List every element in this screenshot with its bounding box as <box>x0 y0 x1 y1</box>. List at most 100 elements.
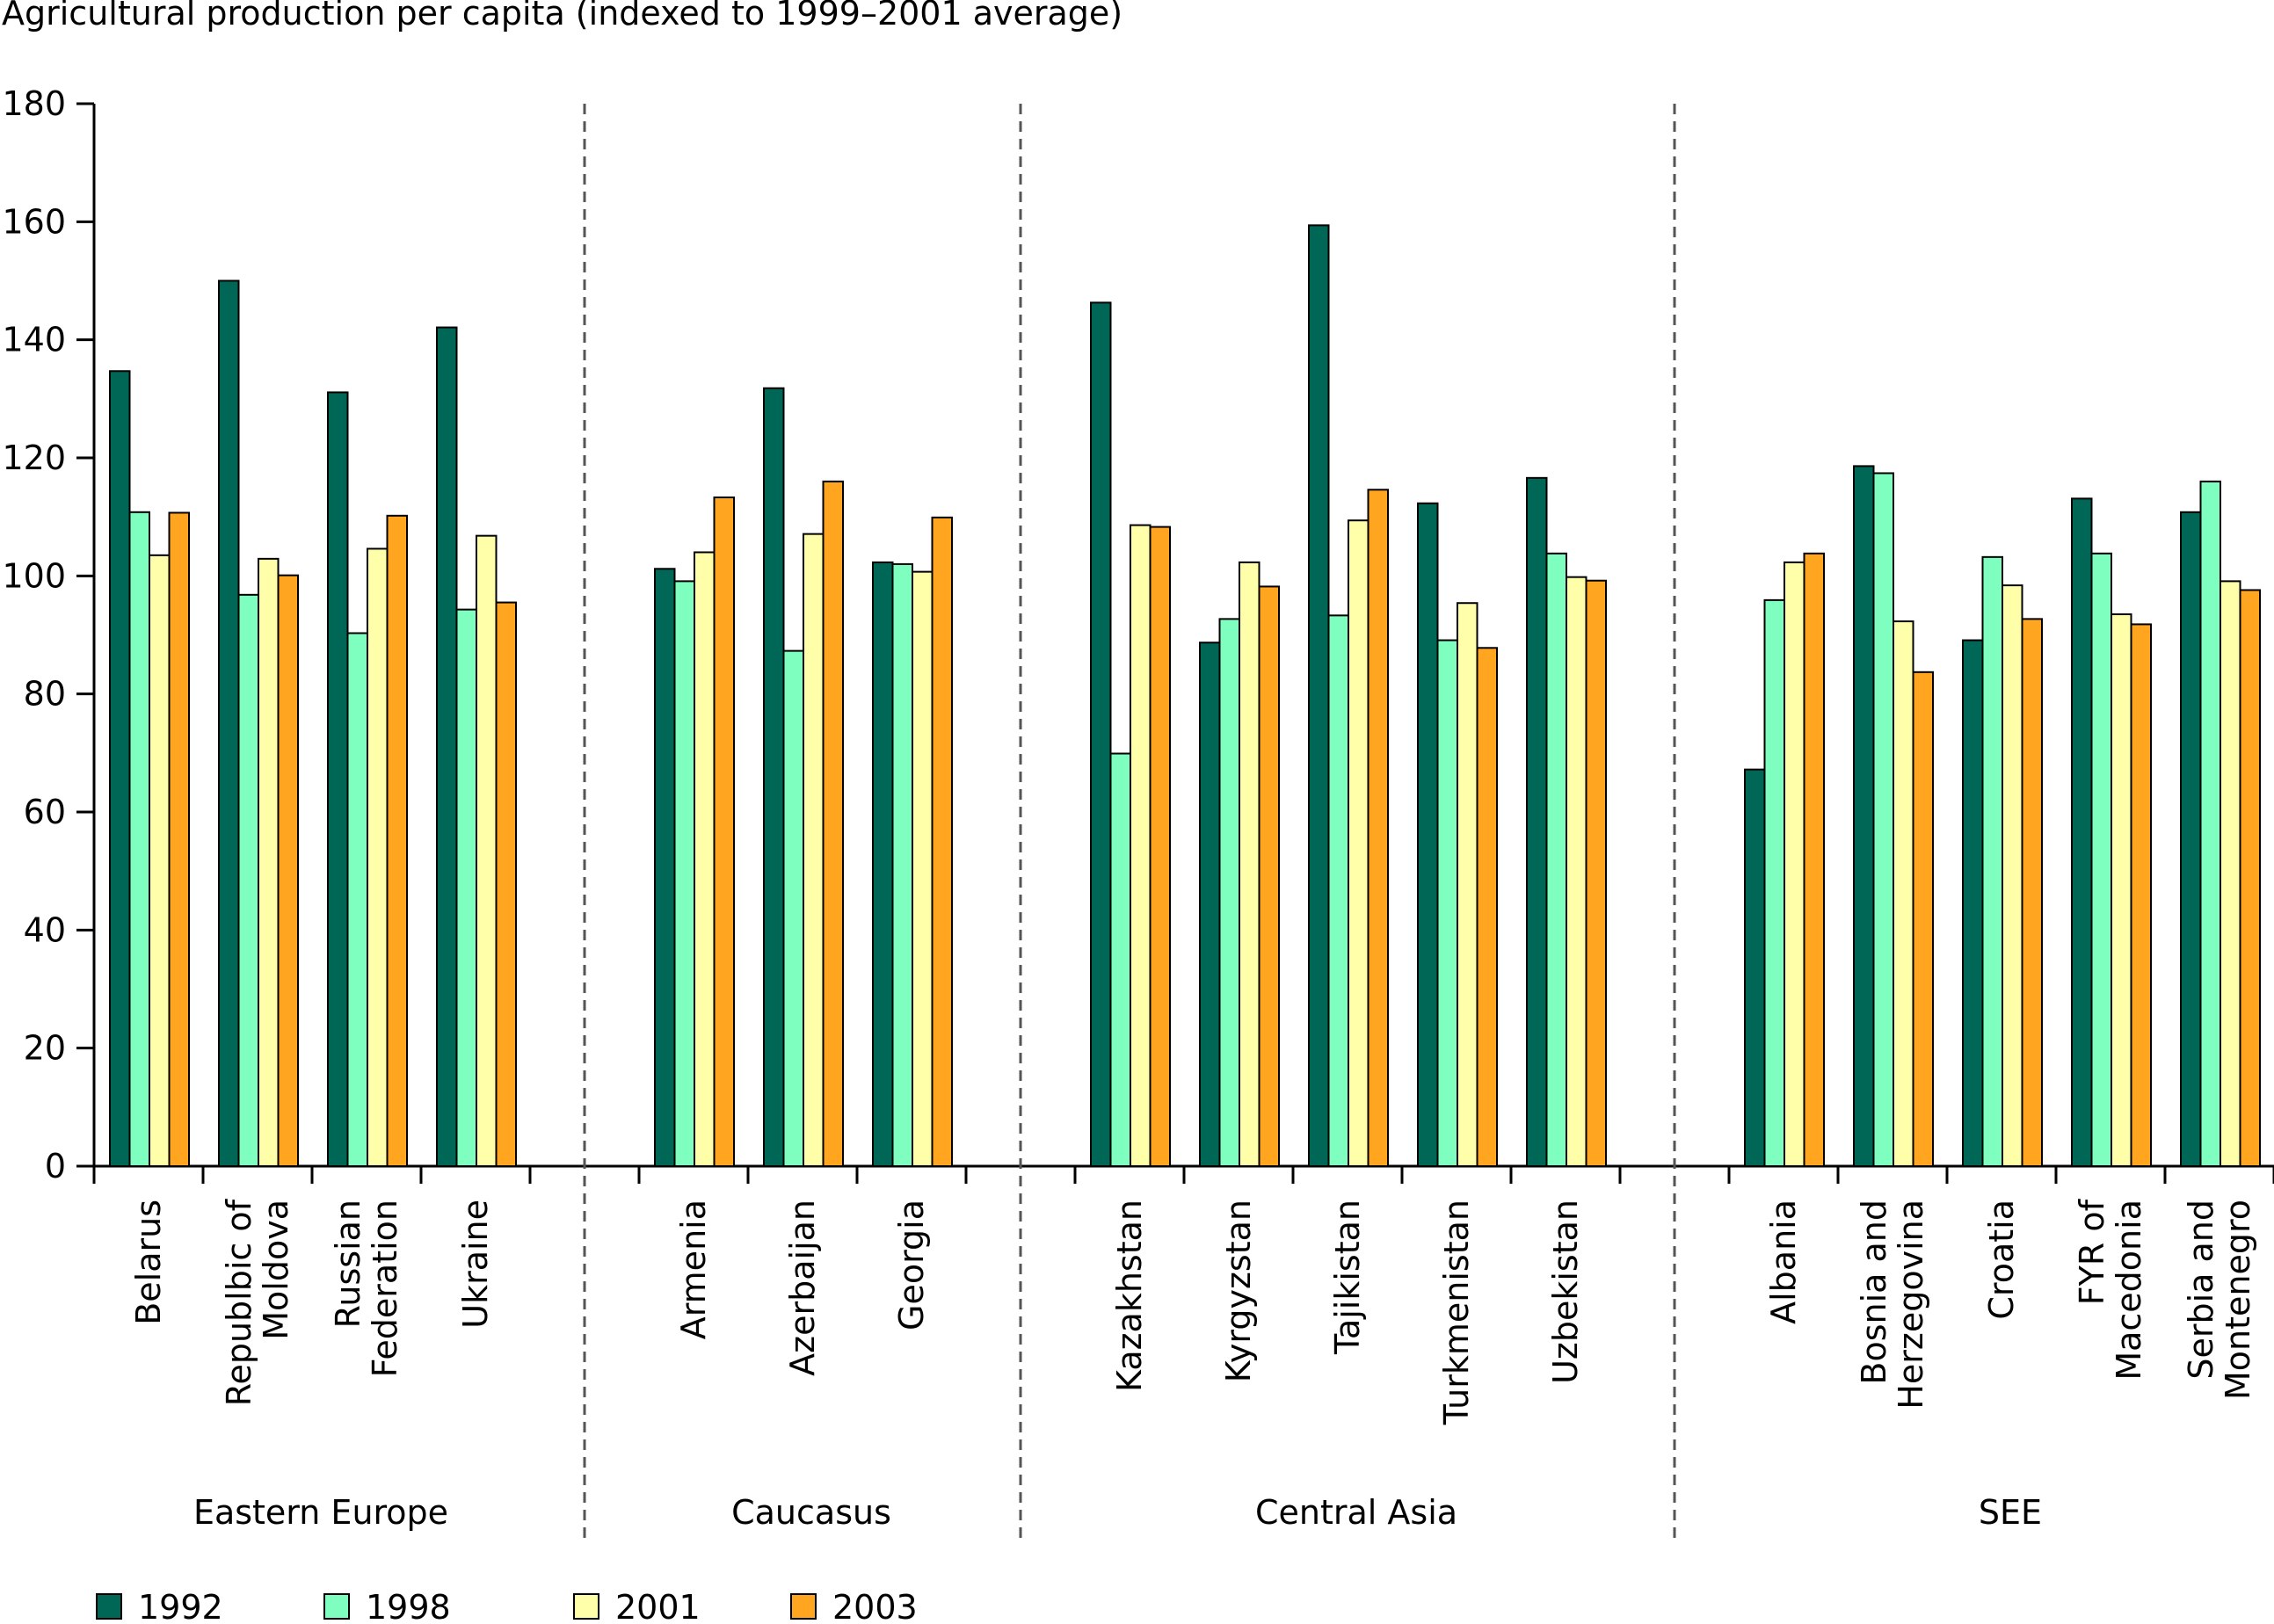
category-label: Macedonia <box>2110 1200 2148 1381</box>
bar-2001 <box>1784 561 1805 1167</box>
legend-label: 1992 <box>138 1588 223 1624</box>
bar-2003 <box>713 497 735 1167</box>
bar-1998 <box>128 511 150 1167</box>
bar-2003 <box>2021 618 2043 1167</box>
y-tick-label: 140 <box>2 321 66 359</box>
category-label: Republbic of <box>220 1198 258 1406</box>
bar-2001 <box>694 551 716 1167</box>
bar-2003 <box>1367 489 1389 1167</box>
region-labels: Eastern Europe Caucasus Central Asia SEE <box>193 104 2042 1540</box>
y-tick-label: 0 <box>45 1147 66 1185</box>
bar-1998 <box>1109 752 1131 1167</box>
bar-1998 <box>2090 552 2112 1167</box>
bar-2001 <box>476 534 498 1167</box>
region-label: Eastern Europe <box>193 1493 448 1532</box>
bar-2003 <box>2130 623 2152 1167</box>
bar-2003 <box>2239 589 2261 1167</box>
bar-1998 <box>1327 614 1349 1167</box>
category-label: Serbia and <box>2182 1200 2220 1380</box>
region-label: Caucasus <box>731 1493 891 1532</box>
bar-2003 <box>931 516 953 1167</box>
bar-1998 <box>1218 618 1240 1167</box>
bar-1998 <box>1981 555 2003 1167</box>
legend-swatch-1992 <box>96 1593 122 1620</box>
category-label: Federation <box>366 1200 404 1377</box>
category-label: Belarus <box>129 1200 168 1325</box>
bar-1998 <box>673 580 695 1167</box>
bar-1998 <box>1436 639 1458 1167</box>
chart-title: Agricultural production per capita (inde… <box>2 0 1122 33</box>
bar-1992 <box>109 370 131 1167</box>
bar-1998 <box>1545 552 1567 1167</box>
category-label: Azerbaijan <box>783 1200 822 1376</box>
legend-label: 2003 <box>832 1588 918 1624</box>
bar-1998 <box>237 593 259 1167</box>
bar-2001 <box>1130 524 1152 1167</box>
category-label: Uzbekistan <box>1546 1200 1585 1384</box>
category-label: Bosnia and <box>1855 1200 1893 1385</box>
legend-swatch-2001 <box>573 1593 599 1620</box>
category-label: Russian <box>329 1200 367 1328</box>
category-label: Tajikistan <box>1328 1200 1367 1355</box>
bar-2003 <box>1258 585 1280 1167</box>
bar-1992 <box>436 326 458 1168</box>
y-tick-label: 20 <box>24 1029 66 1068</box>
bar-1998 <box>1763 598 1785 1167</box>
bar-1992 <box>1744 768 1766 1167</box>
y-tick-label: 40 <box>24 910 66 949</box>
region-label: Central Asia <box>1255 1493 1457 1532</box>
y-tick-label: 160 <box>2 202 66 241</box>
bar-2001 <box>803 533 825 1167</box>
bar-1998 <box>455 608 477 1167</box>
bar-2001 <box>1348 519 1369 1167</box>
bar-2001 <box>258 557 280 1167</box>
bar-2001 <box>149 554 171 1167</box>
legend-label: 1998 <box>366 1588 451 1624</box>
bar-2003 <box>1585 579 1607 1167</box>
bar-2003 <box>386 514 408 1167</box>
bar-2003 <box>1476 647 1498 1167</box>
bar-1992 <box>1526 476 1548 1167</box>
category-label: Turkmenistan <box>1437 1200 1476 1425</box>
bar-1992 <box>1199 642 1221 1167</box>
bar-1998 <box>891 562 913 1167</box>
bar-2001 <box>912 570 934 1167</box>
bar-1998 <box>782 649 804 1167</box>
bar-2001 <box>1239 561 1261 1167</box>
region-label: SEE <box>1979 1493 2042 1532</box>
bar-1992 <box>1962 639 1984 1167</box>
category-label: Kazakhstan <box>1110 1200 1149 1392</box>
y-tick-label: 60 <box>24 793 66 831</box>
bar-2001 <box>1893 620 1914 1167</box>
category-label: FYR of <box>2073 1198 2111 1305</box>
bar-2001 <box>367 547 389 1167</box>
bar-1992 <box>2071 497 2093 1167</box>
bar-2003 <box>1803 552 1825 1167</box>
category-label: Armenia <box>674 1200 713 1339</box>
bar-1992 <box>872 561 894 1167</box>
bar-2003 <box>1149 526 1171 1167</box>
bar-2003 <box>495 601 517 1167</box>
legend-swatch-2003 <box>790 1593 817 1620</box>
bar-2003 <box>277 574 299 1167</box>
category-label: Ukraine <box>456 1200 495 1329</box>
bar-1992 <box>1090 301 1112 1167</box>
bar-1998 <box>346 632 368 1167</box>
legend-label: 2001 <box>615 1588 701 1624</box>
legend: 1992 1998 2001 2003 <box>96 1588 918 1624</box>
category-label: Kyrgyzstan <box>1219 1200 1258 1382</box>
bar-2001 <box>2111 613 2132 1167</box>
category-label: Herzegovina <box>1892 1200 1930 1410</box>
bar-1992 <box>1308 224 1330 1168</box>
bar-2001 <box>1457 602 1478 1167</box>
bar-2001 <box>2220 580 2241 1167</box>
bar-2001 <box>1566 576 1587 1167</box>
category-label: Croatia <box>1982 1200 2021 1320</box>
category-label: Albania <box>1764 1200 1803 1324</box>
bar-1992 <box>763 387 785 1167</box>
bars <box>109 224 2261 1168</box>
bar-1998 <box>2199 480 2221 1167</box>
bar-2001 <box>2002 584 2023 1167</box>
